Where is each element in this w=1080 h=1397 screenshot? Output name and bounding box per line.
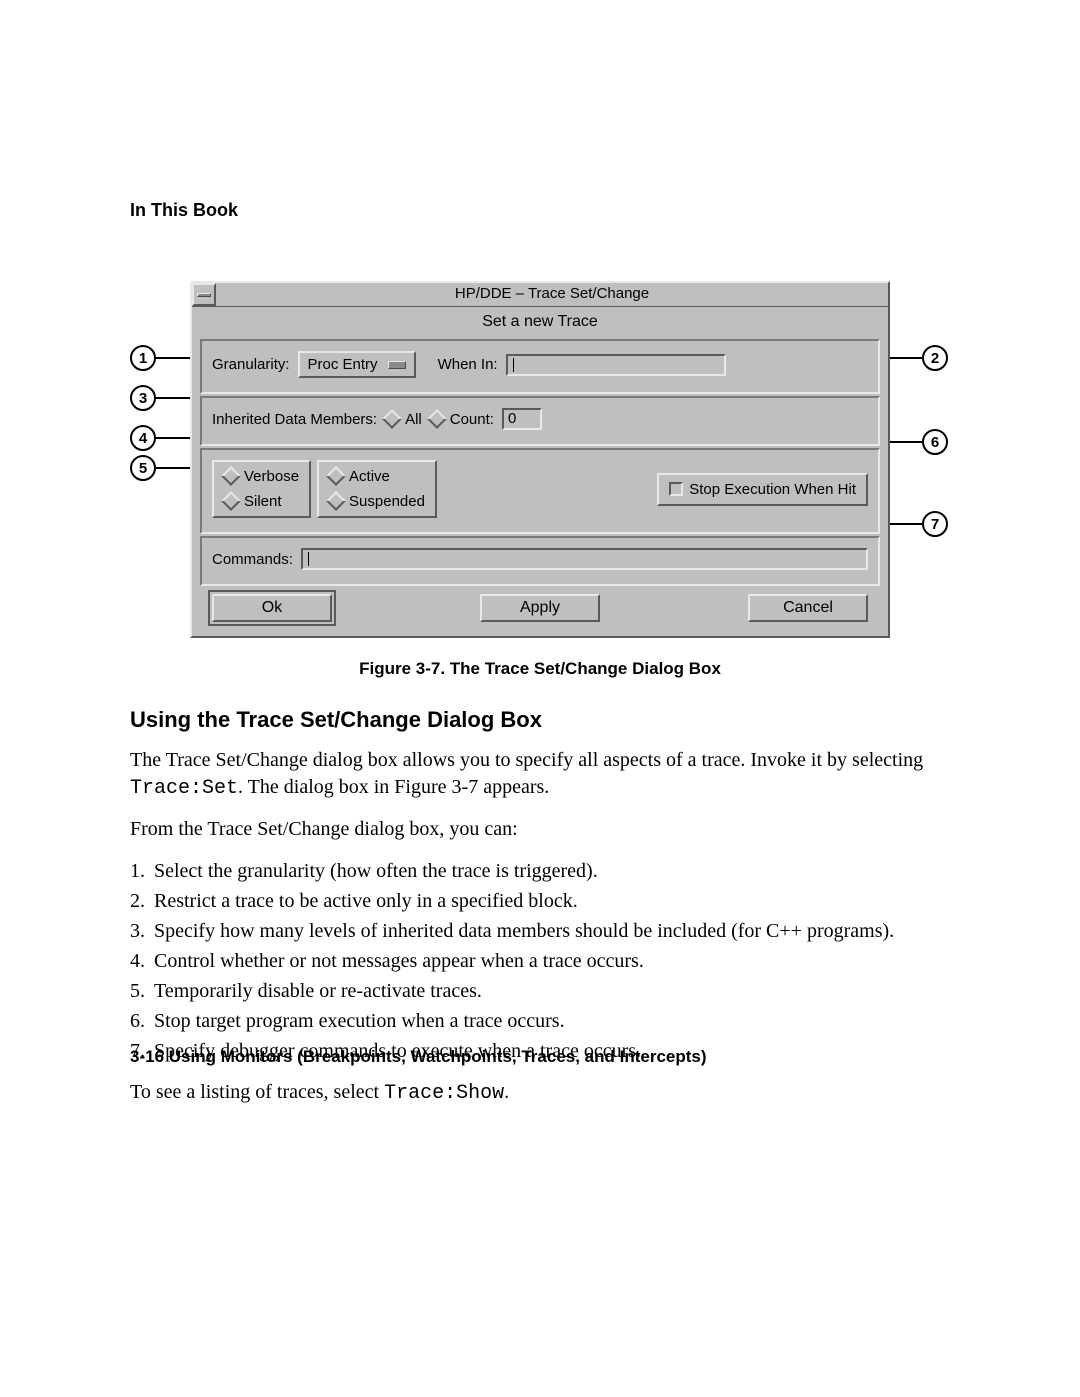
para3-text-b: .: [504, 1081, 509, 1103]
dash-icon: [197, 293, 211, 297]
active-label: Active: [349, 468, 390, 485]
callout-7: 7: [922, 511, 948, 537]
diamond-icon: [221, 491, 241, 511]
inherited-all-label: All: [405, 411, 422, 428]
section-header: In This Book: [130, 200, 950, 221]
granularity-label: Granularity:: [212, 356, 290, 373]
stop-exec-checkbox[interactable]: Stop Execution When Hit: [669, 481, 856, 498]
step-6: Stop target program execution when a tra…: [150, 1007, 950, 1035]
commands-label: Commands:: [212, 551, 293, 568]
diamond-icon: [326, 466, 346, 486]
window-title: HP/DDE – Trace Set/Change: [216, 283, 888, 306]
commands-input[interactable]: [301, 548, 868, 570]
callout-2: 2: [922, 345, 948, 371]
para1-text-a: The Trace Set/Change dialog box allows y…: [130, 749, 923, 771]
page-footer: 3-16 Using Monitors (Breakpoints, Watchp…: [130, 1047, 707, 1067]
system-menu-button[interactable]: [192, 283, 216, 306]
dialog-window: HP/DDE – Trace Set/Change Set a new Trac…: [190, 281, 890, 638]
group-verbosity: Verbose Silent: [212, 460, 311, 518]
callout-1: 1: [130, 345, 156, 371]
square-icon: [669, 482, 683, 496]
when-in-label: When In:: [438, 356, 498, 373]
panel-granularity: Granularity: Proc Entry When In:: [200, 339, 880, 394]
panel-commands: Commands:: [200, 536, 880, 586]
silent-radio[interactable]: Silent: [224, 493, 299, 510]
step-1: Select the granularity (how often the tr…: [150, 857, 950, 885]
suspended-label: Suspended: [349, 493, 425, 510]
diamond-icon: [427, 409, 447, 429]
inherited-all-radio[interactable]: All: [385, 411, 422, 428]
active-radio[interactable]: Active: [329, 468, 425, 485]
verbose-radio[interactable]: Verbose: [224, 468, 299, 485]
figure-3-7: 1 3 4 5 2 6 7 HP/DDE – Trace Set/Change …: [130, 281, 950, 641]
stop-exec-label: Stop Execution When Hit: [689, 481, 856, 498]
verbose-label: Verbose: [244, 468, 299, 485]
suspended-radio[interactable]: Suspended: [329, 493, 425, 510]
group-state: Active Suspended: [317, 460, 437, 518]
callout-6: 6: [922, 429, 948, 455]
para3-code: Trace:Show: [384, 1082, 504, 1105]
inherited-count-value: 0: [508, 410, 516, 427]
inherited-count-label: Count:: [450, 411, 494, 428]
paragraph-2: From the Trace Set/Change dialog box, yo…: [130, 816, 950, 843]
section-heading: Using the Trace Set/Change Dialog Box: [130, 707, 950, 733]
dialog-subtitle: Set a new Trace: [192, 307, 888, 331]
callout-5: 5: [130, 455, 156, 481]
paragraph-3: To see a listing of traces, select Trace…: [130, 1079, 950, 1107]
silent-label: Silent: [244, 493, 282, 510]
step-2: Restrict a trace to be active only in a …: [150, 887, 950, 915]
apply-button[interactable]: Apply: [480, 594, 600, 622]
step-5: Temporarily disable or re-activate trace…: [150, 977, 950, 1005]
callout-4: 4: [130, 425, 156, 451]
diamond-icon: [326, 491, 346, 511]
button-row: Ok Apply Cancel: [192, 594, 888, 636]
inherited-count-input[interactable]: 0: [502, 408, 542, 430]
para1-text-b: . The dialog box in Figure 3-7 appears.: [238, 776, 549, 798]
inherited-count-radio[interactable]: Count:: [430, 411, 494, 428]
para1-code: Trace:Set: [130, 777, 238, 800]
step-4: Control whether or not messages appear w…: [150, 947, 950, 975]
para3-text-a: To see a listing of traces, select: [130, 1081, 384, 1103]
paragraph-1: The Trace Set/Change dialog box allows y…: [130, 747, 950, 802]
cancel-button[interactable]: Cancel: [748, 594, 868, 622]
ok-button[interactable]: Ok: [212, 594, 332, 622]
figure-caption: Figure 3-7. The Trace Set/Change Dialog …: [130, 659, 950, 679]
callout-3: 3: [130, 385, 156, 411]
option-menu-grip-icon: [388, 361, 406, 369]
granularity-value: Proc Entry: [308, 356, 378, 373]
diamond-icon: [221, 466, 241, 486]
step-3: Specify how many levels of inherited dat…: [150, 917, 950, 945]
titlebar: HP/DDE – Trace Set/Change: [192, 283, 888, 307]
panel-options: Verbose Silent Active Suspended Stop Exe…: [200, 448, 880, 534]
when-in-input[interactable]: [506, 354, 726, 376]
steps-list: Select the granularity (how often the tr…: [150, 857, 950, 1065]
panel-inherited: Inherited Data Members: All Count: 0: [200, 396, 880, 446]
group-stop: Stop Execution When Hit: [657, 473, 868, 506]
granularity-option-menu[interactable]: Proc Entry: [298, 351, 416, 378]
diamond-icon: [382, 409, 402, 429]
inherited-label: Inherited Data Members:: [212, 411, 377, 428]
